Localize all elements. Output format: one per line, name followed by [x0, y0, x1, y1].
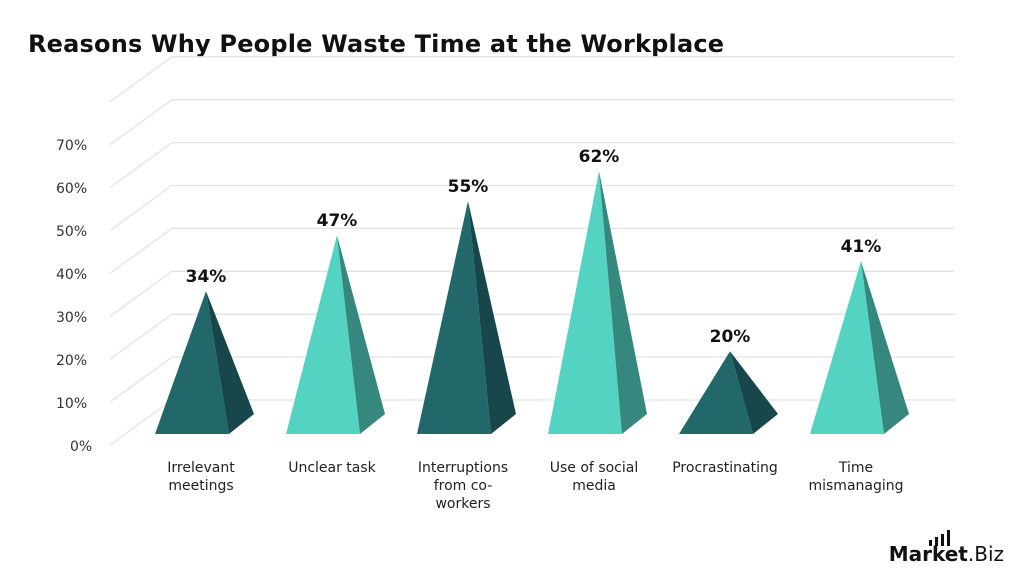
y-tick: 30% — [56, 310, 88, 326]
gridline — [109, 184, 955, 232]
x-tick-label: Irrelevant meetings — [167, 460, 235, 494]
pyramid-side-face — [730, 351, 778, 434]
pyramid-front-face — [286, 235, 360, 434]
x-tick-label: Unclear task — [288, 460, 376, 476]
data-label: 34% — [185, 267, 227, 288]
y-tick: 50% — [56, 224, 88, 240]
gridline — [109, 99, 955, 146]
y-tick: 10% — [56, 396, 88, 412]
logo-suffix: .Biz — [967, 542, 1004, 566]
pyramid-side-face — [468, 201, 516, 434]
gridline — [109, 56, 955, 103]
data-label: 47% — [316, 211, 358, 232]
pyramid-front-face — [679, 351, 753, 434]
y-tick: 40% — [56, 267, 88, 283]
pyramid-side-face — [337, 235, 385, 434]
gridline — [109, 270, 955, 317]
data-label: 55% — [447, 177, 489, 198]
y-tick: 70% — [56, 138, 88, 154]
data-label: 20% — [709, 327, 751, 348]
x-tick-label: Interruptions from co-workers — [417, 460, 509, 512]
data-label: 62% — [578, 147, 620, 168]
x-tick-label: Time mismanaging — [808, 460, 904, 494]
logo-brand: Market — [888, 542, 968, 566]
gridline — [109, 141, 955, 189]
pyramid-side-face — [599, 171, 647, 434]
pyramid-side-face — [861, 261, 909, 434]
pyramid-side-face — [206, 291, 254, 434]
bar-chart-icon — [928, 530, 950, 546]
chart-title: Reasons Why People Waste Time at the Wor… — [28, 30, 725, 58]
gridline — [109, 313, 955, 360]
pyramid-front-face — [548, 171, 622, 434]
pyramid-front-face — [417, 201, 491, 434]
brand-logo: Market.Biz — [888, 530, 1004, 566]
pyramid-front-face — [810, 261, 884, 434]
gridlines — [109, 56, 955, 446]
gridline — [109, 227, 955, 274]
pyramid-bars — [155, 171, 909, 434]
y-tick: 60% — [56, 181, 88, 197]
y-tick: 20% — [56, 353, 88, 369]
pyramid-front-face — [155, 291, 229, 434]
y-tick: 0% — [70, 439, 93, 455]
gridline — [109, 356, 955, 403]
x-tick-label: Use of social media — [549, 460, 639, 494]
x-tick-label: Procrastinating — [672, 460, 778, 476]
data-label: 41% — [840, 237, 882, 258]
